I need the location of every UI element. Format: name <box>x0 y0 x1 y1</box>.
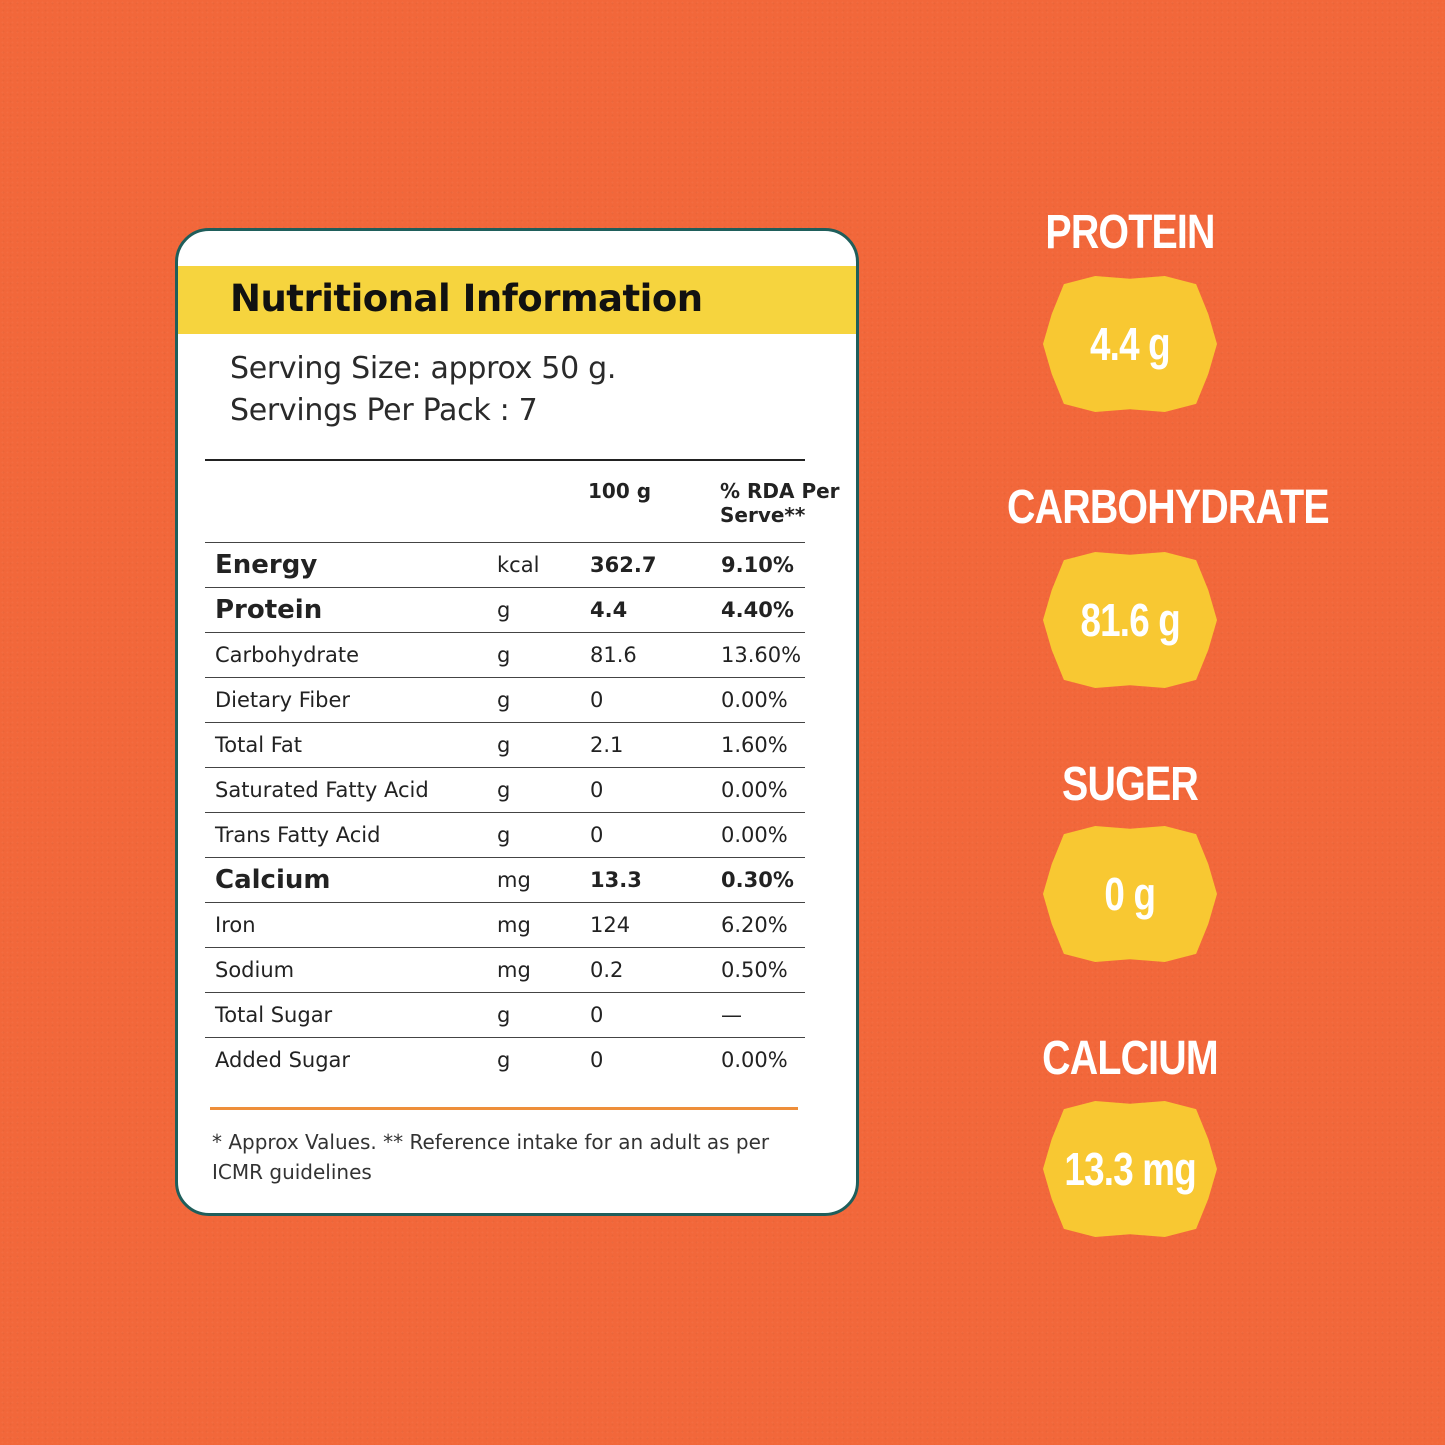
nutrient-name: Dietary Fiber <box>215 688 351 712</box>
highlight-value-protein: 4.4 g <box>1090 318 1171 370</box>
column-header-rda: % RDA Per Serve** <box>720 479 840 527</box>
table-row: Sodium mg 0.2 0.50% <box>205 947 805 992</box>
nutrient-value-100g: 0 <box>590 823 604 847</box>
nutrient-unit: g <box>497 643 511 667</box>
highlight-badge-carbohydrate: 81.6 g <box>1043 552 1217 688</box>
title-band <box>178 266 856 334</box>
nutrient-name: Total Fat <box>215 733 302 757</box>
highlight-label-carbohydrate: CARBOHYDRATE <box>1007 481 1330 534</box>
highlight-label-protein: PROTEIN <box>1045 206 1215 259</box>
nutrient-rda: 4.40% <box>721 598 794 622</box>
nutrient-name: Protein <box>215 595 323 625</box>
highlight-badge-protein: 4.4 g <box>1043 276 1217 412</box>
highlight-label-sugar: SUGER <box>1062 758 1199 811</box>
nutrient-value-100g: 81.6 <box>590 643 637 667</box>
footnote-divider <box>210 1107 798 1110</box>
table-row: Energy kcal 362.7 9.10% <box>205 542 805 587</box>
nutrient-rda: — <box>721 1003 742 1027</box>
nutrient-name: Total Sugar <box>215 1003 333 1027</box>
nutrient-value-100g: 0 <box>590 688 604 712</box>
highlight-value-calcium: 13.3 mg <box>1064 1143 1196 1195</box>
nutrient-rda: 9.10% <box>721 553 794 577</box>
table-row: Dietary Fiber g 0 0.00% <box>205 677 805 722</box>
highlight-label-calcium: CALCIUM <box>1042 1032 1219 1085</box>
nutrient-unit: g <box>497 1048 511 1072</box>
nutrient-name: Trans Fatty Acid <box>215 823 381 847</box>
nutrient-rda: 6.20% <box>721 913 788 937</box>
card-title: Nutritional Information <box>230 277 703 320</box>
nutrient-unit: mg <box>497 868 531 892</box>
nutrient-value-100g: 0 <box>590 1003 604 1027</box>
table-row: Total Fat g 2.1 1.60% <box>205 722 805 767</box>
nutrient-name: Energy <box>215 550 318 580</box>
highlight-badge-sugar: 0 g <box>1043 826 1217 962</box>
table-row: Trans Fatty Acid g 0 0.00% <box>205 812 805 857</box>
nutrient-unit: g <box>497 688 511 712</box>
nutrient-unit: g <box>497 778 511 802</box>
nutrient-value-100g: 0.2 <box>590 958 624 982</box>
nutrient-value-100g: 0 <box>590 778 604 802</box>
column-header-100g: 100 g <box>588 479 652 503</box>
nutrient-value-100g: 362.7 <box>590 553 657 577</box>
nutrient-unit: kcal <box>497 553 540 577</box>
nutrient-name: Carbohydrate <box>215 643 360 667</box>
nutrient-value-100g: 13.3 <box>590 868 642 892</box>
nutrient-unit: g <box>497 733 511 757</box>
nutrient-value-100g: 4.4 <box>590 598 628 622</box>
nutrient-name: Added Sugar <box>215 1048 351 1072</box>
table-row: Saturated Fatty Acid g 0 0.00% <box>205 767 805 812</box>
table-row: Protein g 4.4 4.40% <box>205 587 805 632</box>
nutrient-value-100g: 2.1 <box>590 733 624 757</box>
nutrient-rda: 0.00% <box>721 823 788 847</box>
serving-size: Serving Size: approx 50 g. <box>230 351 617 386</box>
table-row: Total Sugar g 0 — <box>205 992 805 1037</box>
nutrient-rda: 1.60% <box>721 733 788 757</box>
table-row: Added Sugar g 0 0.00% <box>205 1037 805 1082</box>
nutrient-rda: 0.30% <box>721 868 794 892</box>
highlight-badge-calcium: 13.3 mg <box>1043 1101 1217 1237</box>
nutrition-table: Energy kcal 362.7 9.10% Protein g 4.4 4.… <box>205 542 805 1082</box>
nutrient-rda: 0.00% <box>721 688 788 712</box>
nutrient-name: Sodium <box>215 958 295 982</box>
nutrient-name: Saturated Fatty Acid <box>215 778 429 802</box>
table-top-rule <box>205 459 805 461</box>
nutrient-name: Calcium <box>215 865 331 895</box>
nutrient-rda: 0.00% <box>721 778 788 802</box>
footnote: * Approx Values. ** Reference intake for… <box>212 1130 770 1184</box>
highlight-value-sugar: 0 g <box>1104 868 1157 920</box>
nutrient-unit: g <box>497 823 511 847</box>
nutrient-name: Iron <box>215 913 256 937</box>
nutrient-value-100g: 124 <box>590 913 631 937</box>
highlight-value-carbohydrate: 81.6 g <box>1080 594 1180 646</box>
nutrient-unit: g <box>497 598 511 622</box>
nutrient-value-100g: 0 <box>590 1048 604 1072</box>
table-row: Calcium mg 13.3 0.30% <box>205 857 805 902</box>
servings-per-pack: Servings Per Pack : 7 <box>230 393 538 428</box>
nutrient-unit: g <box>497 1003 511 1027</box>
nutrient-rda: 13.60% <box>721 643 802 667</box>
nutrition-card: Nutritional Information Serving Size: ap… <box>175 228 859 1216</box>
nutrient-rda: 0.50% <box>721 958 788 982</box>
nutrient-rda: 0.00% <box>721 1048 788 1072</box>
table-row: Carbohydrate g 81.6 13.60% <box>205 632 805 677</box>
table-row: Iron mg 124 6.20% <box>205 902 805 947</box>
nutrient-unit: mg <box>497 913 531 937</box>
nutrient-unit: mg <box>497 958 531 982</box>
